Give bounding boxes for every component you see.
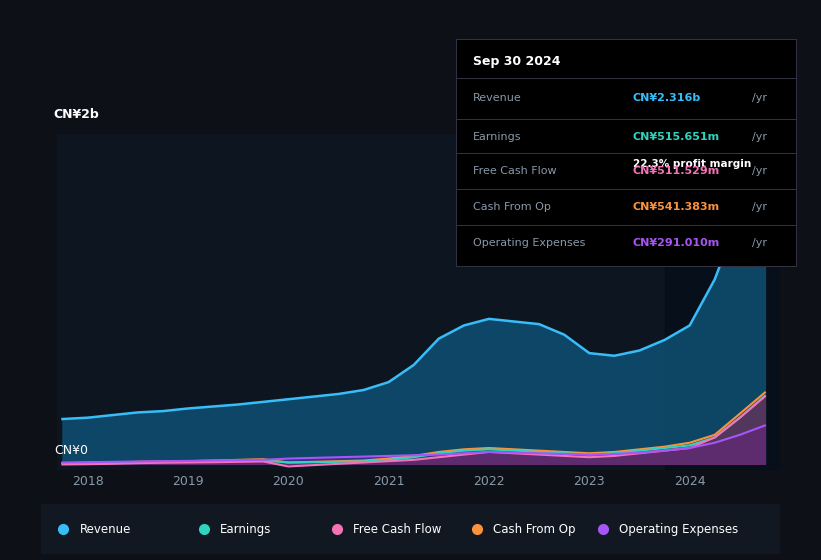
Text: /yr: /yr — [752, 132, 767, 142]
Text: Cash From Op: Cash From Op — [493, 522, 576, 536]
Text: Sep 30 2024: Sep 30 2024 — [473, 55, 560, 68]
Text: Free Cash Flow: Free Cash Flow — [353, 522, 441, 536]
Text: /yr: /yr — [752, 239, 767, 248]
Text: CN¥2b: CN¥2b — [54, 108, 99, 120]
Text: Earnings: Earnings — [220, 522, 271, 536]
Text: CN¥0: CN¥0 — [54, 444, 88, 457]
Text: CN¥515.651m: CN¥515.651m — [633, 132, 720, 142]
Text: Operating Expenses: Operating Expenses — [473, 239, 585, 248]
Text: 22.3% profit margin: 22.3% profit margin — [633, 159, 751, 169]
Bar — [664, 134, 780, 470]
Text: Revenue: Revenue — [473, 93, 521, 103]
Text: Revenue: Revenue — [80, 522, 131, 536]
Text: CN¥2.316b: CN¥2.316b — [633, 93, 701, 103]
Text: Free Cash Flow: Free Cash Flow — [473, 166, 557, 176]
Text: Earnings: Earnings — [473, 132, 521, 142]
Text: CN¥291.010m: CN¥291.010m — [633, 239, 720, 248]
Text: /yr: /yr — [752, 93, 767, 103]
Text: CN¥511.529m: CN¥511.529m — [633, 166, 720, 176]
Text: /yr: /yr — [752, 202, 767, 212]
Text: Operating Expenses: Operating Expenses — [619, 522, 738, 536]
Text: Cash From Op: Cash From Op — [473, 202, 551, 212]
Text: CN¥541.383m: CN¥541.383m — [633, 202, 720, 212]
Text: /yr: /yr — [752, 166, 767, 176]
